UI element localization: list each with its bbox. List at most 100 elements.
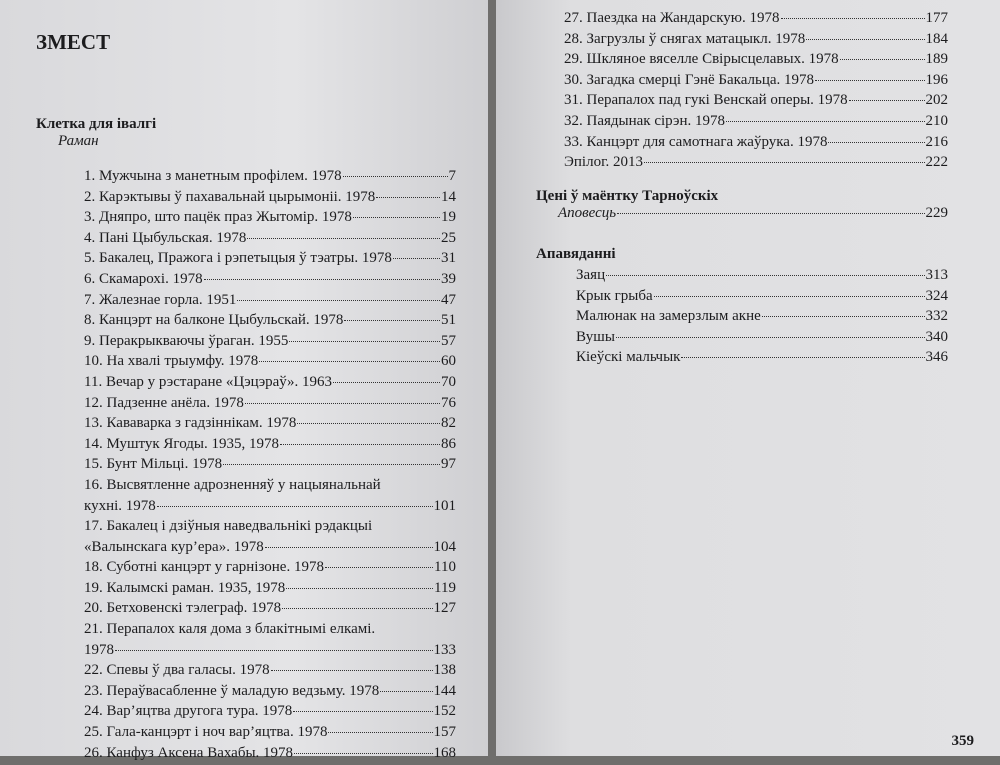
toc-row: кухні. 1978 101 <box>84 498 456 519</box>
section-title: Апавяданні <box>536 246 616 262</box>
entry-title: 31. Перапалох пад гукі Венскай оперы. 19… <box>564 92 848 109</box>
page-ref: 47 <box>441 291 456 308</box>
entry-title: Эпілог. 2013 <box>564 154 644 171</box>
page-ref: 86 <box>441 435 456 452</box>
page-ref: 216 <box>925 133 949 150</box>
toc-row: 20. Бетховенскі тэлеграф. 1978 127 <box>84 600 456 621</box>
toc-row: 1. Мужчына з манетным профілем. 1978 7 <box>84 168 456 189</box>
page-ref: 31 <box>441 250 456 267</box>
page-ref: 104 <box>433 538 457 555</box>
leader-dots <box>223 464 440 466</box>
leader-dots <box>653 295 925 297</box>
leader-dots <box>681 357 925 359</box>
page-ref: 133 <box>433 641 457 658</box>
leader-dots <box>259 361 440 363</box>
page-ref: 144 <box>433 682 457 699</box>
section-title: Цені ў маёнтку Тарноўскіх <box>536 188 719 204</box>
toc-row: 13. Кававарка з гадзіннікам. 1978 82 <box>84 415 456 436</box>
page-ref: 82 <box>441 415 456 432</box>
toc-row: 28. Загрузлы ў снягах матацыкл. 1978 184 <box>564 31 948 52</box>
section-subtitle: Раман <box>58 133 99 149</box>
page-ref: 39 <box>441 270 456 287</box>
page-ref: 57 <box>441 332 456 349</box>
entry-title: 28. Загрузлы ў снягах матацыкл. 1978 <box>564 30 806 47</box>
entry-title: 24. Вар’яцтва другога тура. 1978 <box>84 703 293 720</box>
toc-row: 11. Вечар у рэстаране «Цэцэраў». 1963 70 <box>84 374 456 395</box>
leader-dots <box>203 278 440 280</box>
toc-row: 15. Бунт Мільцi. 1978 97 <box>84 456 456 477</box>
stories-section: Апавяданні Заяц 313 Крык грыба 324 Малюнак н… <box>536 246 948 370</box>
entry-title: кухні. 1978 <box>84 497 156 514</box>
entry-title: 33. Канцэрт для самотнага жаўрука. 1978 <box>564 133 828 150</box>
page-ref: 97 <box>441 456 456 473</box>
toc-row: 1978 133 <box>84 642 456 663</box>
toc-row: 18. Суботні канцэрт у гарнізоне. 1978 110 <box>84 559 456 580</box>
leader-dots <box>828 141 925 143</box>
entry-title: 5. Бакалец, Пражога і рэпетыцыя ў тэатры… <box>84 250 392 267</box>
entry-title: 25. Гала-канцэрт і ноч вар’яцтва. 1978 <box>84 724 328 741</box>
toc-row: 10. На хвалі трыумфу. 1978 60 <box>84 353 456 374</box>
leader-dots <box>156 505 433 507</box>
leader-dots <box>289 340 440 342</box>
leader-dots <box>324 567 434 569</box>
leader-dots <box>839 59 925 61</box>
page-ref: 202 <box>925 92 949 109</box>
page-ref: 346 <box>925 349 949 366</box>
toc-row: 16. Высвятленне адрозненняў у нацыянальн… <box>84 477 456 498</box>
entry-title: 27. Паездка на Жандарскую. 1978 <box>564 10 780 26</box>
leader-dots <box>264 546 433 548</box>
toc-row: 23. Пераўвасабленне ў маладую ведзьму. 1… <box>84 683 456 704</box>
leader-dots <box>376 196 440 198</box>
leader-dots <box>115 649 433 651</box>
entry-title: 13. Кававарка з гадзіннікам. 1978 <box>84 415 297 432</box>
entry-title: Малюнак на замерзлым акне <box>576 308 761 325</box>
toc-row: 14. Муштук Ягоды. 1935, 1978 86 <box>84 436 456 457</box>
entry-title: 11. Вечар у рэстаране «Цэцэраў». 1963 <box>84 373 332 390</box>
entry-title: 14. Муштук Ягоды. 1935, 1978 <box>84 435 279 452</box>
page-ref: 157 <box>433 724 457 741</box>
page-ref: 60 <box>441 353 456 370</box>
page-ref: 222 <box>925 154 949 171</box>
toc-row: 8. Канцэрт на балконе Цыбульскай. 1978 51 <box>84 312 456 333</box>
page-ref: 25 <box>441 229 456 246</box>
page-ref: 7 <box>448 168 457 184</box>
entry-title: 8. Канцэрт на балконе Цыбульскай. 1978 <box>84 312 344 329</box>
entry-title: 19. Калымскі раман. 1935, 1978 <box>84 579 286 596</box>
leader-dots <box>815 79 925 81</box>
toc-row: 3. Дняпро, што пацёк праз Жытомір. 1978 1… <box>84 209 456 230</box>
toc-row: 12. Падзенне анёла. 1978 76 <box>84 395 456 416</box>
toc-row: 33. Канцэрт для самотнага жаўрука. 1978 2… <box>564 134 948 155</box>
page-ref: 177 <box>925 10 949 26</box>
toc-row: Кіеўскі мальчык 346 <box>576 349 948 370</box>
right-page: 27. Паездка на Жандарскую. 1978 177 28. За… <box>496 0 1000 756</box>
leader-dots <box>244 402 440 404</box>
page-ref: 152 <box>433 703 457 720</box>
page-ref: 189 <box>925 51 949 68</box>
entry-title: 2. Карэктывы ў пахавальнай цырымоніі. 19… <box>84 188 376 205</box>
entry-title: 18. Суботні канцэрт у гарнізоне. 1978 <box>84 559 324 576</box>
page-ref: 19 <box>441 209 456 226</box>
section-title: Клетка для івалгі <box>36 116 157 132</box>
entry-title: 22. Спевы ў два галасы. 1978 <box>84 662 270 679</box>
page-ref: 313 <box>925 267 949 283</box>
toc-row: 17. Бакалец і дзіўныя наведвальнікі рэда… <box>84 518 456 539</box>
page-ref: 210 <box>925 112 949 129</box>
toc-row: Заяц 313 <box>576 267 948 288</box>
page-ref: 332 <box>925 308 949 325</box>
toc-row: 25. Гала-канцэрт і ноч вар’яцтва. 1978 15… <box>84 724 456 745</box>
toc-row: 6. Скамарохі. 1978 39 <box>84 271 456 292</box>
entry-list: 27. Паездка на Жандарскую. 1978 177 28. За… <box>564 10 948 175</box>
entry-title: 26. Канфуз Аксена Вахабы. 1978 <box>84 744 294 761</box>
toc-row: 9. Перакрыкваючы ўраган. 1955 57 <box>84 333 456 354</box>
page-ref: 138 <box>433 662 457 679</box>
page-ref: 51 <box>441 312 456 329</box>
leader-dots <box>247 237 440 239</box>
toc-row: 26. Канфуз Аксена Вахабы. 1978 168 <box>84 745 456 765</box>
entry-title: Заяц <box>576 267 606 283</box>
page-ref: 184 <box>925 30 949 47</box>
toc-row: 21. Перапалох каля дома з блакітнымі елк… <box>84 621 456 642</box>
leader-dots <box>297 423 440 425</box>
leader-dots <box>726 120 925 122</box>
leader-dots <box>806 38 925 40</box>
